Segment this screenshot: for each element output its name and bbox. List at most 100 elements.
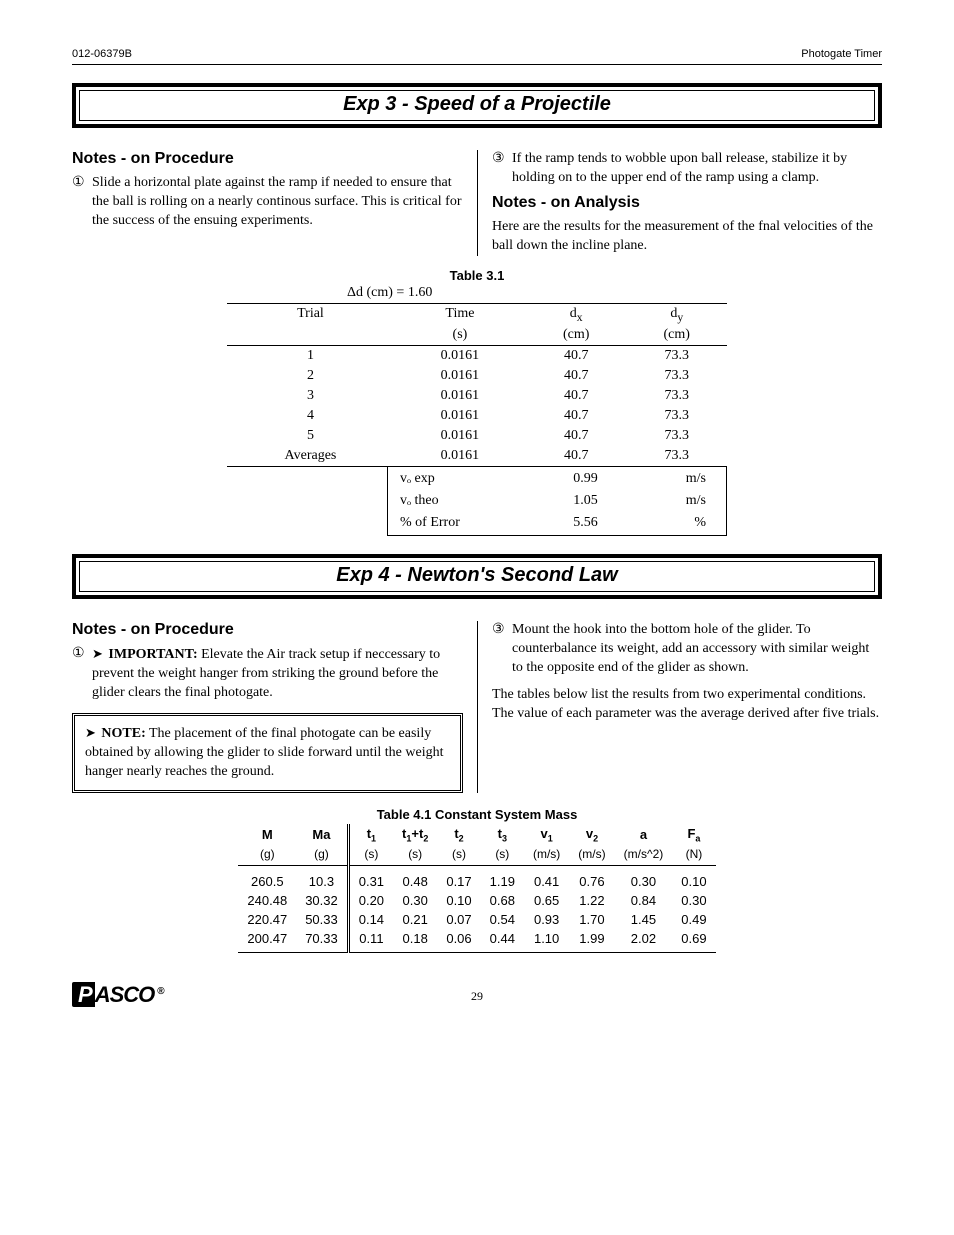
cell: 40.7 bbox=[526, 406, 627, 426]
cell: 40.7 bbox=[526, 426, 627, 446]
table31-grid: Trial Time dx dy (s) (cm) (cm) 10.016140… bbox=[227, 303, 727, 468]
note-label: NOTE: bbox=[101, 726, 145, 741]
cell: 2.02 bbox=[615, 929, 673, 953]
exp4-title: Exp 4 - Newton's Second Law bbox=[79, 561, 875, 592]
cell: 1.19 bbox=[481, 866, 524, 892]
th-dx: dx bbox=[526, 303, 627, 325]
cell: 73.3 bbox=[626, 366, 727, 386]
exp3-right-col: ③ If the ramp tends to wobble upon ball … bbox=[477, 150, 882, 256]
cell: 40.7 bbox=[526, 386, 627, 406]
table31-caption: Table 3.1 bbox=[72, 268, 882, 283]
cell: 40.7 bbox=[526, 446, 627, 467]
th-trial: Trial bbox=[227, 303, 394, 325]
exp4-proc3-text: Mount the hook into the bottom hole of t… bbox=[512, 621, 882, 678]
cell: 0.20 bbox=[348, 891, 393, 910]
page-footer: PASCO® 29 bbox=[72, 989, 882, 1004]
doc-id: 012-06379B bbox=[72, 48, 132, 60]
cell: 0.0161 bbox=[394, 406, 526, 426]
circled-1-icon: ① bbox=[72, 645, 92, 703]
table-row-averages: Averages0.016140.773.3 bbox=[227, 446, 727, 467]
exp4-proc-item-3: ③ Mount the hook into the bottom hole of… bbox=[492, 621, 882, 678]
table41: M Ma t1 t1+t2 t2 t3 v1 v2 a Fa (g) (g) (… bbox=[238, 824, 715, 954]
important-label: IMPORTANT: bbox=[108, 647, 197, 662]
cell: 30.32 bbox=[296, 891, 348, 910]
cell: 0.84 bbox=[615, 891, 673, 910]
th-t2: t2 bbox=[437, 824, 480, 846]
exp3-proc3-text: If the ramp tends to wobble upon ball re… bbox=[512, 150, 882, 188]
cell: 0.30 bbox=[393, 891, 437, 910]
exp3-banner: Exp 3 - Speed of a Projectile bbox=[72, 83, 882, 128]
th-v1: v1 bbox=[524, 824, 569, 846]
th-t12: t1+t2 bbox=[393, 824, 437, 846]
exp3-analysis-text: Here are the results for the measurement… bbox=[492, 218, 882, 256]
exp4-proc1-text: ➤ IMPORTANT: Elevate the Air track setup… bbox=[92, 645, 463, 703]
table-row: 30.016140.773.3 bbox=[227, 386, 727, 406]
cell: 40.7 bbox=[526, 346, 627, 367]
cell: 0.48 bbox=[393, 866, 437, 892]
table-row: 20.016140.773.3 bbox=[227, 366, 727, 386]
cell: 220.47 bbox=[238, 910, 296, 929]
exp4-results-text: The tables below list the results from t… bbox=[492, 686, 882, 724]
arrow-icon: ➤ bbox=[92, 646, 103, 661]
cell: 1.10 bbox=[524, 929, 569, 953]
cell: 73.3 bbox=[626, 346, 727, 367]
circled-3-icon: ③ bbox=[492, 150, 512, 188]
cell: 200.47 bbox=[238, 929, 296, 953]
cell: 0.14 bbox=[348, 910, 393, 929]
exp4-right-col: ③ Mount the hook into the bottom hole of… bbox=[477, 621, 882, 792]
cell: 0.65 bbox=[524, 891, 569, 910]
th-time: Time bbox=[394, 303, 526, 325]
exp3-left-col: Notes - on Procedure ① Slide a horizonta… bbox=[72, 150, 477, 256]
result-row: % of Error5.56% bbox=[390, 513, 724, 533]
result-row: vₒ theo1.05m/s bbox=[390, 491, 724, 511]
cell: 0.69 bbox=[672, 929, 715, 953]
th-Fa: Fa bbox=[672, 824, 715, 846]
cell: 0.41 bbox=[524, 866, 569, 892]
cell: 50.33 bbox=[296, 910, 348, 929]
cell: 0.31 bbox=[348, 866, 393, 892]
exp3-proc-heading: Notes - on Procedure bbox=[72, 150, 463, 168]
table-row: 40.016140.773.3 bbox=[227, 406, 727, 426]
cell: 0.11 bbox=[348, 929, 393, 953]
cell: 0.10 bbox=[672, 866, 715, 892]
cell: 0.76 bbox=[569, 866, 614, 892]
pasco-logo: PASCO® bbox=[72, 982, 164, 1008]
note-box: ➤ NOTE: The placement of the final photo… bbox=[72, 713, 463, 793]
exp4-left-col: Notes - on Procedure ① ➤ IMPORTANT: Elev… bbox=[72, 621, 477, 792]
cell: 0.21 bbox=[393, 910, 437, 929]
th-dy: dy bbox=[626, 303, 727, 325]
cell: 73.3 bbox=[626, 446, 727, 467]
exp4-banner: Exp 4 - Newton's Second Law bbox=[72, 554, 882, 599]
th-t1: t1 bbox=[348, 824, 393, 846]
table31-results: vₒ exp0.99m/svₒ theo1.05m/s% of Error5.5… bbox=[387, 467, 727, 536]
th-v2: v2 bbox=[569, 824, 614, 846]
cell: 0.0161 bbox=[394, 426, 526, 446]
cell: 0.49 bbox=[672, 910, 715, 929]
product-name: Photogate Timer bbox=[801, 48, 882, 60]
th-dx-unit: (cm) bbox=[526, 325, 627, 346]
cell: 10.3 bbox=[296, 866, 348, 892]
exp3-proc-item-1: ① Slide a horizontal plate against the r… bbox=[72, 174, 463, 231]
cell: 0.0161 bbox=[394, 446, 526, 467]
exp3-title: Exp 3 - Speed of a Projectile bbox=[79, 90, 875, 121]
table-row: 50.016140.773.3 bbox=[227, 426, 727, 446]
table-row: 200.4770.330.110.180.060.441.101.992.020… bbox=[238, 929, 715, 953]
th-M: M bbox=[238, 824, 296, 846]
cell: 0.17 bbox=[437, 866, 480, 892]
exp3-analysis-heading: Notes - on Analysis bbox=[492, 194, 882, 212]
th-Ma: Ma bbox=[296, 824, 348, 846]
cell: 0.0161 bbox=[394, 386, 526, 406]
cell: 0.10 bbox=[437, 891, 480, 910]
cell: 1.22 bbox=[569, 891, 614, 910]
cell: 1 bbox=[227, 346, 394, 367]
cell: 5 bbox=[227, 426, 394, 446]
cell: 73.3 bbox=[626, 406, 727, 426]
cell: Averages bbox=[227, 446, 394, 467]
cell: 0.30 bbox=[672, 891, 715, 910]
table-row: 260.510.30.310.480.171.190.410.760.300.1… bbox=[238, 866, 715, 892]
exp4-columns: Notes - on Procedure ① ➤ IMPORTANT: Elev… bbox=[72, 621, 882, 792]
arrow-icon: ➤ bbox=[85, 725, 96, 740]
cell: 1.45 bbox=[615, 910, 673, 929]
th-time-unit: (s) bbox=[394, 325, 526, 346]
exp4-proc-heading: Notes - on Procedure bbox=[72, 621, 463, 639]
